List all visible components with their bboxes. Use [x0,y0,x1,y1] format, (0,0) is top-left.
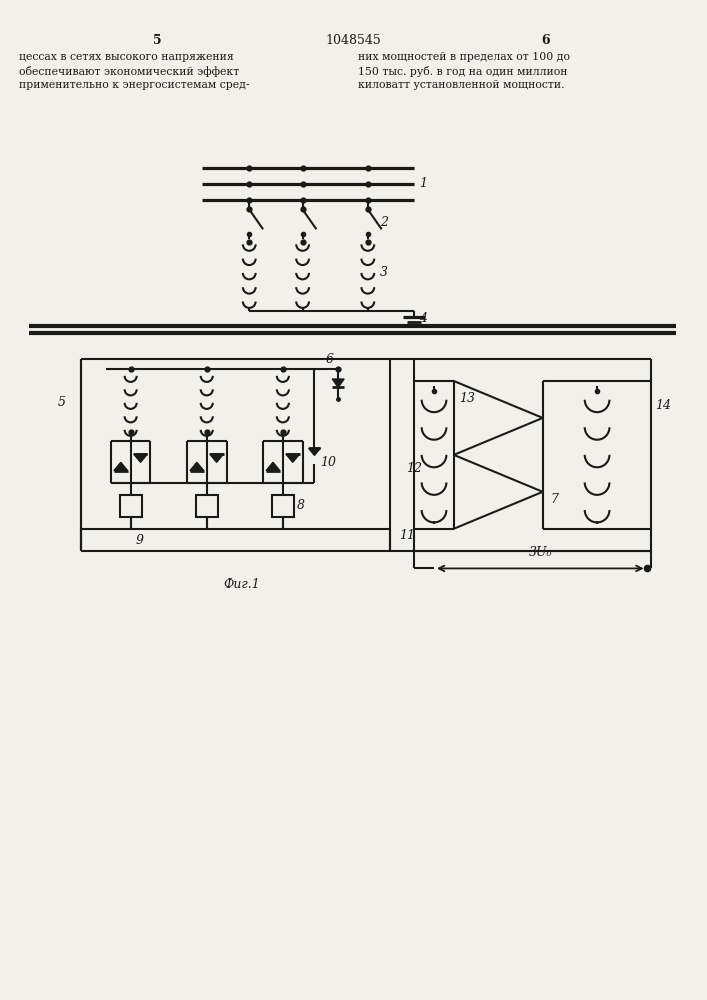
Text: 10: 10 [320,456,337,469]
Text: 1048545: 1048545 [325,34,381,47]
Bar [119,495,141,517]
Text: 14: 14 [655,399,672,412]
Polygon shape [308,448,320,455]
Polygon shape [332,379,344,387]
Text: 5: 5 [57,396,66,409]
Text: 12: 12 [407,462,422,475]
Text: 150 тыс. руб. в год на один миллион: 150 тыс. руб. в год на один миллион [358,66,568,77]
Text: 8: 8 [297,499,305,512]
Text: 1: 1 [419,177,427,190]
Text: 2: 2 [380,216,387,229]
Text: 7: 7 [551,493,559,506]
Polygon shape [286,454,300,462]
Text: применительно к энергосистемам сред-: применительно к энергосистемам сред- [19,80,250,90]
Text: 6: 6 [542,34,550,47]
Text: 13: 13 [459,392,474,405]
Text: Фиг.1: Фиг.1 [223,578,259,591]
Bar [196,495,218,517]
Polygon shape [266,462,280,471]
Text: них мощностей в пределах от 100 до: них мощностей в пределах от 100 до [358,52,570,62]
Text: цессах в сетях высокого напряжения: цессах в сетях высокого напряжения [19,52,234,62]
Polygon shape [134,454,148,462]
Text: киловатт установленной мощности.: киловатт установленной мощности. [358,80,564,90]
Text: 9: 9 [136,534,144,547]
Text: обеспечивают экономический эффект: обеспечивают экономический эффект [19,66,239,77]
Text: 3: 3 [380,266,387,279]
Text: 5: 5 [153,34,162,47]
Polygon shape [210,454,223,462]
Polygon shape [114,462,128,471]
Bar [272,495,293,517]
Text: 11: 11 [399,529,416,542]
Polygon shape [190,462,204,471]
Text: 3U₀: 3U₀ [529,546,552,559]
Text: 4: 4 [419,312,427,325]
Text: 6: 6 [325,353,333,366]
